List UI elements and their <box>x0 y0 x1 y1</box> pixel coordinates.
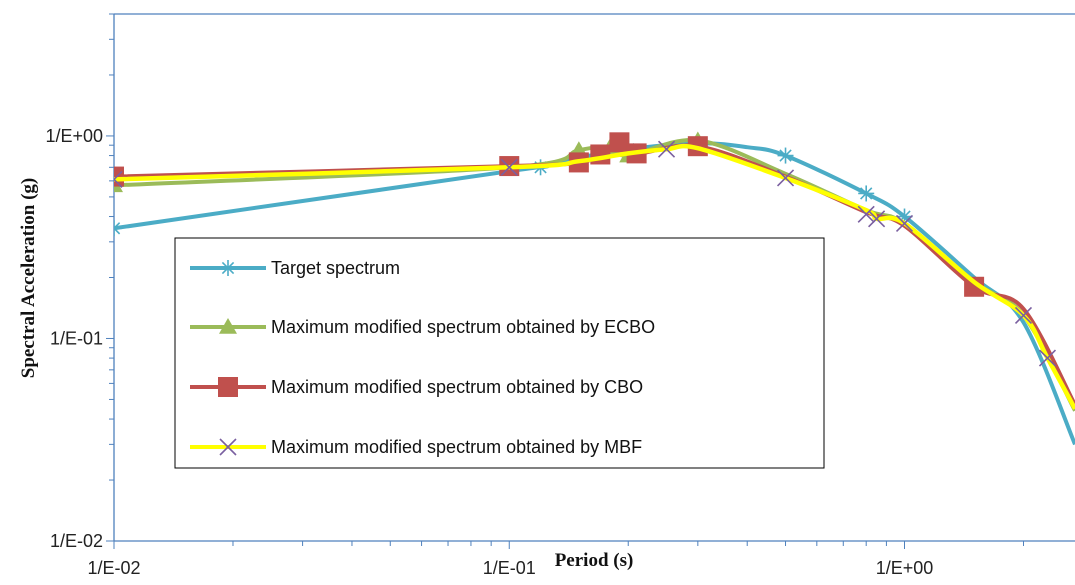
x-tick-labels: 1/E-02 1/E-01 1/E+00 <box>87 558 933 578</box>
legend-label-mbf: Maximum modified spectrum obtained by MB… <box>271 437 642 457</box>
data-point-cbo <box>964 276 985 297</box>
data-point-cbo <box>114 166 124 187</box>
data-point-mbf <box>895 214 914 232</box>
axis-ticks <box>106 13 1024 549</box>
x-tick-label: 1/E-02 <box>87 558 140 578</box>
legend-entry-target: Target spectrum <box>190 258 400 278</box>
x-tick-label: 1/E+00 <box>876 558 934 578</box>
y-tick-label: 1/E+00 <box>45 126 103 146</box>
legend-marker <box>219 438 237 456</box>
data-point-target <box>114 220 122 237</box>
data-point-mbf <box>776 169 795 187</box>
data-point-target <box>858 185 875 202</box>
data-point-cbo <box>590 144 611 165</box>
data-point-cbo <box>609 132 630 153</box>
data-point-target <box>777 147 794 164</box>
data-point-mbf <box>1014 306 1033 324</box>
legend-label-ecbo: Maximum modified spectrum obtained by EC… <box>271 317 655 337</box>
series-layer <box>114 131 1075 446</box>
series-line-mbf <box>114 143 1075 410</box>
legend-marker <box>218 377 238 397</box>
data-point-mbf <box>500 158 518 176</box>
x-tick-label: 1/E-01 <box>483 558 536 578</box>
legend-entry-mbf: Maximum modified spectrum obtained by MB… <box>190 437 642 457</box>
data-point-mbf <box>657 140 676 158</box>
y-tick-labels: 1/E-02 1/E-01 1/E+00 <box>45 126 103 551</box>
legend-label-cbo: Maximum modified spectrum obtained by CB… <box>271 377 643 397</box>
legend-swatch-mbf <box>190 438 266 456</box>
legend-box <box>174 237 825 469</box>
y-tick-label: 1/E-01 <box>50 328 103 348</box>
legend: Target spectrum Maximum modified spectru… <box>174 237 825 469</box>
legend-swatch-target <box>190 260 266 276</box>
series-mbf <box>114 140 1075 410</box>
legend-swatch-ecbo <box>190 318 266 334</box>
legend-marker <box>219 318 237 334</box>
data-point-mbf <box>857 205 875 223</box>
data-point-mbf <box>1038 349 1057 367</box>
x-axis-title: Period (s) <box>555 550 634 571</box>
data-point-mbf <box>868 210 886 228</box>
legend-swatch-cbo <box>190 377 266 397</box>
legend-entry-cbo: Maximum modified spectrum obtained by CB… <box>190 377 643 397</box>
y-tick-label: 1/E-02 <box>50 531 103 551</box>
legend-marker <box>220 260 236 276</box>
legend-label-target: Target spectrum <box>271 258 400 278</box>
y-axis-title: Spectral Acceleration (g) <box>18 178 39 378</box>
data-point-mbf <box>114 170 123 188</box>
legend-entry-ecbo: Maximum modified spectrum obtained by EC… <box>190 317 655 337</box>
